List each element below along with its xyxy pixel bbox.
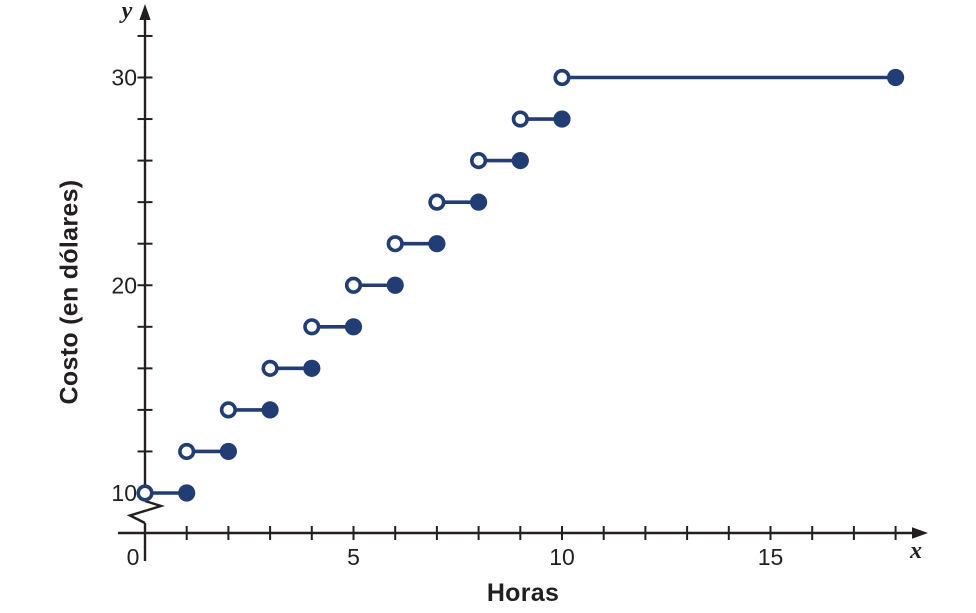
open-endpoint xyxy=(136,484,154,502)
closed-endpoint xyxy=(178,484,196,502)
y-tick-label: 10 xyxy=(111,480,137,506)
closed-endpoint xyxy=(261,401,279,419)
open-endpoint xyxy=(219,401,237,419)
step-segment xyxy=(303,318,363,336)
closed-endpoint xyxy=(428,235,446,253)
open-endpoint xyxy=(261,359,279,377)
y-tick-label: 30 xyxy=(111,65,137,91)
step-segment xyxy=(511,110,571,128)
open-endpoint xyxy=(470,152,488,170)
x-tick-label: 5 xyxy=(347,544,360,570)
closed-endpoint xyxy=(553,110,571,128)
step-segment xyxy=(553,68,905,87)
closed-endpoint xyxy=(470,193,488,211)
step-segment xyxy=(261,359,321,377)
x-axis-title: Horas xyxy=(486,579,560,607)
axes-group: x y 0 5 10 15 10 20 30 xyxy=(111,0,928,570)
step-segment xyxy=(428,193,488,211)
step-segment xyxy=(470,152,529,170)
closed-endpoint xyxy=(219,442,237,461)
x-tick-label: 10 xyxy=(549,544,575,570)
x-axis-arrow-icon xyxy=(912,527,928,539)
y-axis-break-squiggle xyxy=(126,499,166,525)
step-segment xyxy=(136,484,196,502)
y-tick-label: 20 xyxy=(111,272,137,298)
y-axis-arrow-icon xyxy=(139,4,151,20)
x-tick-label: 15 xyxy=(758,544,784,570)
closed-endpoint xyxy=(303,359,321,377)
series-group xyxy=(136,68,905,502)
open-endpoint xyxy=(344,276,363,294)
closed-endpoint xyxy=(887,68,905,87)
open-endpoint xyxy=(178,442,196,461)
open-endpoint xyxy=(386,235,404,253)
open-endpoint xyxy=(511,110,529,128)
open-endpoint xyxy=(303,318,321,336)
open-endpoint xyxy=(428,193,446,211)
closed-endpoint xyxy=(511,152,529,170)
closed-endpoint xyxy=(386,276,404,294)
step-segment xyxy=(344,276,404,294)
step-segment xyxy=(386,235,446,253)
y-axis-letter: y xyxy=(119,0,133,24)
x-axis-letter: x xyxy=(909,538,922,564)
y-axis-title: Costo (en dólares) xyxy=(55,179,84,405)
x-tick-label: 0 xyxy=(127,544,140,570)
step-segment xyxy=(178,442,237,461)
open-endpoint xyxy=(553,68,571,87)
closed-endpoint xyxy=(344,318,363,336)
step-segment xyxy=(219,401,279,419)
